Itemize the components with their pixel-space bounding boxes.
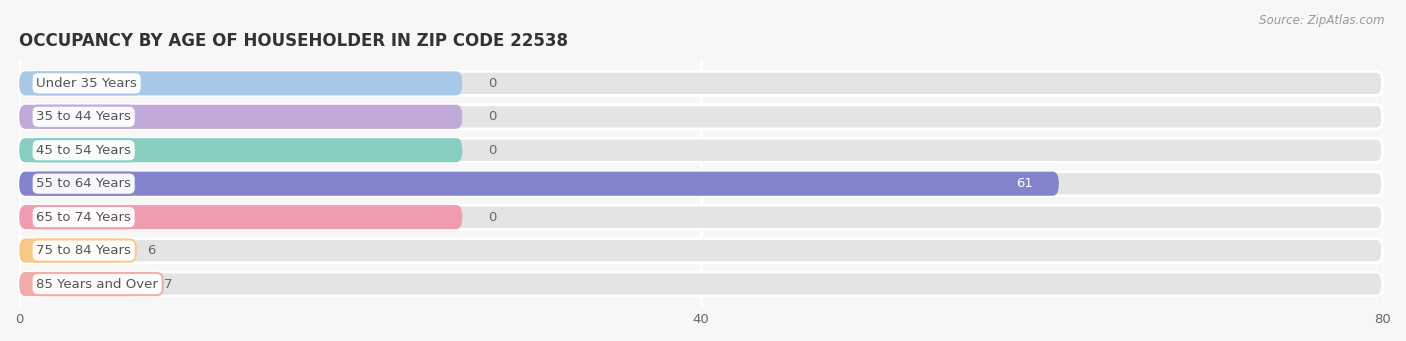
FancyBboxPatch shape xyxy=(20,71,1382,95)
Text: 0: 0 xyxy=(488,211,496,224)
FancyBboxPatch shape xyxy=(20,239,121,263)
Text: 6: 6 xyxy=(148,244,156,257)
FancyBboxPatch shape xyxy=(20,272,1382,296)
Text: 75 to 84 Years: 75 to 84 Years xyxy=(37,244,131,257)
Text: 35 to 44 Years: 35 to 44 Years xyxy=(37,110,131,123)
Text: Source: ZipAtlas.com: Source: ZipAtlas.com xyxy=(1260,14,1385,27)
FancyBboxPatch shape xyxy=(20,172,1382,196)
FancyBboxPatch shape xyxy=(20,272,138,296)
FancyBboxPatch shape xyxy=(20,172,1059,196)
Text: 0: 0 xyxy=(488,77,496,90)
Text: Under 35 Years: Under 35 Years xyxy=(37,77,138,90)
Text: 61: 61 xyxy=(1017,177,1033,190)
FancyBboxPatch shape xyxy=(20,205,463,229)
Text: 85 Years and Over: 85 Years and Over xyxy=(37,278,157,291)
Text: 45 to 54 Years: 45 to 54 Years xyxy=(37,144,131,157)
Text: OCCUPANCY BY AGE OF HOUSEHOLDER IN ZIP CODE 22538: OCCUPANCY BY AGE OF HOUSEHOLDER IN ZIP C… xyxy=(20,32,568,50)
Text: 0: 0 xyxy=(488,144,496,157)
Text: 0: 0 xyxy=(488,110,496,123)
Text: 65 to 74 Years: 65 to 74 Years xyxy=(37,211,131,224)
FancyBboxPatch shape xyxy=(20,105,463,129)
FancyBboxPatch shape xyxy=(20,239,1382,263)
FancyBboxPatch shape xyxy=(20,205,1382,229)
Text: 7: 7 xyxy=(165,278,173,291)
FancyBboxPatch shape xyxy=(20,105,1382,129)
FancyBboxPatch shape xyxy=(20,138,1382,162)
FancyBboxPatch shape xyxy=(20,138,463,162)
FancyBboxPatch shape xyxy=(20,71,463,95)
Text: 55 to 64 Years: 55 to 64 Years xyxy=(37,177,131,190)
